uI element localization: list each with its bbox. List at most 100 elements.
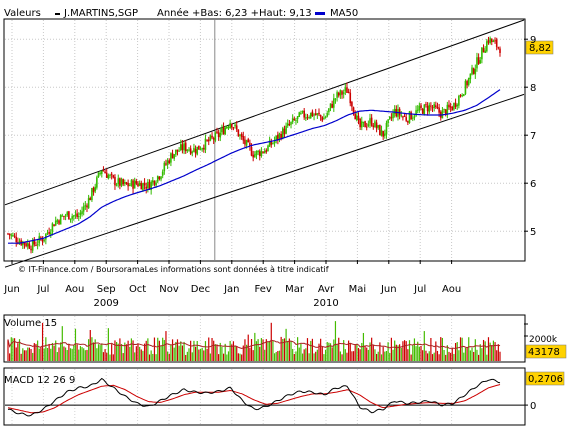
candle-body: [423, 104, 426, 115]
candle-body: [230, 123, 233, 128]
candle-body: [94, 186, 97, 192]
macd-series: 0: [5, 377, 536, 417]
candle-body: [290, 121, 292, 125]
candle-body: [84, 205, 87, 207]
candle-body: [316, 113, 319, 115]
candle-body: [384, 133, 386, 136]
candle-body: [351, 102, 353, 107]
candle-body: [296, 116, 299, 120]
price-tick-label: 6: [530, 179, 536, 190]
candle-body: [81, 211, 83, 214]
candle-body: [31, 240, 34, 251]
candle-body: [370, 117, 373, 126]
candle-body: [319, 114, 322, 117]
price-tick-label: 5: [530, 227, 536, 238]
year-stats: Année +Bas: 6,23 +Haut: 9,13: [157, 7, 312, 19]
candle-body: [393, 108, 396, 114]
candle-body: [163, 162, 166, 172]
candle-body: [91, 188, 93, 201]
candle-body: [114, 176, 116, 186]
candle-body: [311, 111, 314, 117]
month-tick-label: Sep: [97, 284, 116, 295]
candle-body: [69, 218, 72, 220]
candle-body: [313, 114, 315, 116]
candle-body: [254, 154, 256, 158]
candle-body: [127, 183, 129, 187]
candle-body: [56, 220, 59, 222]
candle-body: [43, 239, 46, 241]
candle-body: [360, 121, 363, 128]
candle-body: [305, 117, 307, 119]
candle-body: [407, 121, 409, 123]
candle-body: [428, 104, 431, 113]
month-tick-label: Fev: [255, 284, 272, 295]
candle-body: [227, 127, 230, 129]
candle-body: [448, 104, 450, 108]
candle-body: [416, 109, 419, 111]
candle-body: [49, 232, 52, 235]
candle-body: [477, 57, 480, 65]
candle-body: [334, 98, 337, 100]
candle-body: [193, 147, 195, 152]
candle-body: [59, 214, 62, 225]
candle-body: [364, 121, 366, 128]
price-panel: [3, 18, 526, 262]
candle-body: [170, 153, 172, 163]
candle-body: [188, 149, 190, 151]
candle-body: [328, 108, 330, 113]
candle-body: [486, 41, 488, 52]
month-tick-label: Jul: [36, 284, 49, 295]
candle-body: [418, 105, 421, 111]
candle-body: [107, 175, 110, 179]
candle-body: [179, 144, 182, 151]
candle-body: [33, 239, 36, 245]
candle-body: [467, 78, 470, 85]
candle-body: [426, 105, 429, 112]
candle-body: [186, 149, 189, 151]
candle-body: [278, 133, 281, 139]
candle-body: [110, 173, 113, 175]
candle-body: [112, 175, 115, 178]
candle-body: [352, 107, 355, 114]
candle-body: [263, 151, 266, 154]
last-macd-tag: [525, 371, 565, 386]
candle-body: [168, 160, 171, 164]
candle-body: [209, 135, 212, 141]
candle-body: [207, 139, 210, 142]
candle-body: [18, 241, 21, 244]
month-tick-label: Jun: [380, 284, 397, 295]
month-tick-label: Oct: [129, 284, 146, 295]
candle-body: [398, 108, 401, 116]
candle-body: [160, 176, 162, 180]
candle-body: [402, 116, 404, 118]
candle-body: [411, 117, 414, 119]
candle-body: [390, 117, 393, 119]
candle-body: [63, 215, 65, 217]
candle-body: [51, 223, 54, 232]
candle-body: [232, 127, 235, 129]
candle-body: [336, 92, 338, 98]
ma50-series: [8, 89, 501, 244]
candle-body: [482, 48, 485, 53]
candle-body: [453, 103, 455, 110]
candle-body: [247, 139, 250, 143]
candle-body: [196, 146, 199, 155]
last-price-value: 8,82: [529, 43, 551, 54]
last-price-tag: [525, 40, 554, 55]
candle-body: [140, 182, 143, 190]
header-label-marker: [55, 13, 60, 15]
candle-body: [221, 127, 223, 133]
price-tick-label: 9: [530, 35, 536, 46]
candle-body: [150, 181, 152, 191]
price-tick-label: 8: [530, 83, 536, 94]
candle-body: [367, 124, 370, 127]
candle-body: [277, 134, 279, 140]
candle-body: [454, 102, 457, 107]
candle-body: [38, 236, 41, 244]
candle-body: [413, 116, 416, 118]
candle-body: [132, 180, 134, 189]
candle-body: [89, 198, 92, 201]
candle-body: [449, 106, 452, 108]
candle-body: [469, 73, 472, 80]
